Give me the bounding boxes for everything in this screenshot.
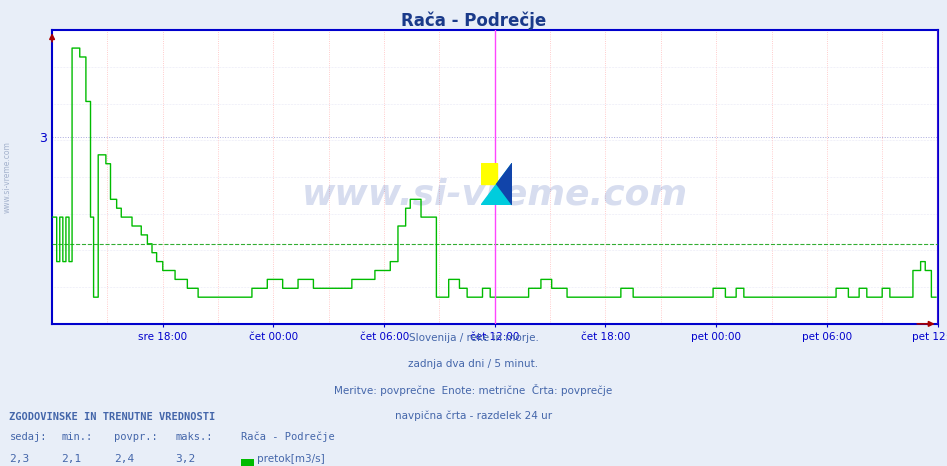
Text: 3,2: 3,2 [175, 454, 195, 464]
Text: www.si-vreme.com: www.si-vreme.com [3, 141, 12, 213]
Text: Slovenija / reke in morje.: Slovenija / reke in morje. [408, 333, 539, 343]
Polygon shape [481, 163, 512, 205]
Text: povpr.:: povpr.: [114, 432, 157, 442]
Text: www.si-vreme.com: www.si-vreme.com [302, 178, 688, 212]
Text: maks.:: maks.: [175, 432, 213, 442]
Text: min.:: min.: [62, 432, 93, 442]
Text: zadnja dva dni / 5 minut.: zadnja dva dni / 5 minut. [408, 359, 539, 369]
Text: 2,4: 2,4 [114, 454, 134, 464]
Polygon shape [497, 163, 512, 205]
Text: sedaj:: sedaj: [9, 432, 47, 442]
Text: ZGODOVINSKE IN TRENUTNE VREDNOSTI: ZGODOVINSKE IN TRENUTNE VREDNOSTI [9, 412, 216, 422]
Bar [481, 163, 497, 184]
Text: Meritve: povprečne  Enote: metrične  Črta: povprečje: Meritve: povprečne Enote: metrične Črta:… [334, 384, 613, 397]
Text: 2,1: 2,1 [62, 454, 81, 464]
Text: Rača - Podrečje: Rača - Podrečje [241, 432, 335, 443]
Text: navpična črta - razdelek 24 ur: navpična črta - razdelek 24 ur [395, 410, 552, 421]
Text: 2,3: 2,3 [9, 454, 29, 464]
Text: pretok[m3/s]: pretok[m3/s] [257, 454, 325, 464]
Text: Rača - Podrečje: Rača - Podrečje [401, 12, 546, 30]
